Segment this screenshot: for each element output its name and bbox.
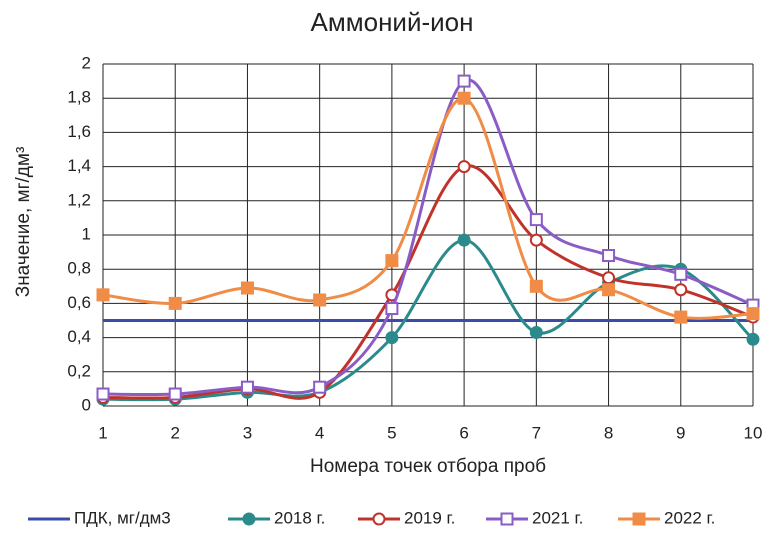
y-tick-label: 0,4 (67, 327, 91, 346)
marker (385, 254, 399, 268)
marker (529, 325, 543, 339)
marker (746, 307, 760, 321)
x-tick-label: 1 (98, 423, 107, 442)
marker (529, 213, 543, 227)
marker (313, 293, 327, 307)
y-tick-label: 0,8 (67, 259, 91, 278)
marker (457, 74, 471, 88)
chart-title: Аммоний-ион (311, 7, 474, 37)
x-tick-label: 6 (459, 423, 468, 442)
series-line (102, 78, 754, 397)
x-tick-label: 8 (604, 423, 613, 442)
marker (457, 91, 471, 105)
y-axis-label: Значение, мг/дм³ (13, 147, 34, 298)
legend-label: 2021 г. (532, 508, 583, 527)
marker (385, 302, 399, 316)
marker (529, 233, 543, 247)
y-tick-label: 1,2 (67, 190, 91, 209)
x-tick-label: 10 (744, 423, 763, 442)
y-tick-label: 1 (82, 224, 91, 243)
x-tick-label: 9 (676, 423, 685, 442)
marker (313, 380, 327, 394)
y-tick-label: 1,4 (67, 156, 91, 175)
marker (240, 281, 254, 295)
marker (632, 512, 646, 526)
y-tick-label: 0 (82, 395, 91, 414)
series-line (102, 238, 755, 402)
legend-label: 2019 г. (404, 508, 455, 527)
legend-label: ПДК, мг/дм3 (74, 508, 171, 527)
marker (602, 271, 616, 285)
marker (602, 283, 616, 297)
y-tick-label: 2 (82, 53, 91, 72)
marker (500, 512, 514, 526)
marker (746, 332, 760, 346)
marker (168, 296, 182, 310)
marker (674, 283, 688, 297)
marker (457, 233, 471, 247)
y-tick-label: 0,2 (67, 361, 91, 380)
y-tick-label: 1,6 (67, 122, 91, 141)
x-tick-label: 4 (315, 423, 324, 442)
marker (385, 331, 399, 345)
marker (242, 512, 256, 526)
marker (240, 380, 254, 394)
marker (96, 387, 110, 401)
series-line (102, 164, 754, 400)
x-tick-label: 5 (387, 423, 396, 442)
x-tick-label: 3 (243, 423, 252, 442)
marker (674, 310, 688, 324)
marker (674, 267, 688, 281)
marker (96, 288, 110, 302)
marker (372, 512, 386, 526)
legend-label: 2022 г. (664, 508, 715, 527)
y-tick-label: 0,6 (67, 293, 91, 312)
marker (529, 279, 543, 293)
marker (602, 249, 616, 263)
x-axis-label: Номера точек отбора проб (310, 456, 546, 477)
legend-label: 2018 г. (274, 508, 325, 527)
marker (457, 160, 471, 174)
marker (168, 387, 182, 401)
y-tick-label: 1,8 (67, 88, 91, 107)
x-tick-label: 7 (532, 423, 541, 442)
series-line (102, 96, 754, 320)
x-tick-label: 2 (170, 423, 179, 442)
